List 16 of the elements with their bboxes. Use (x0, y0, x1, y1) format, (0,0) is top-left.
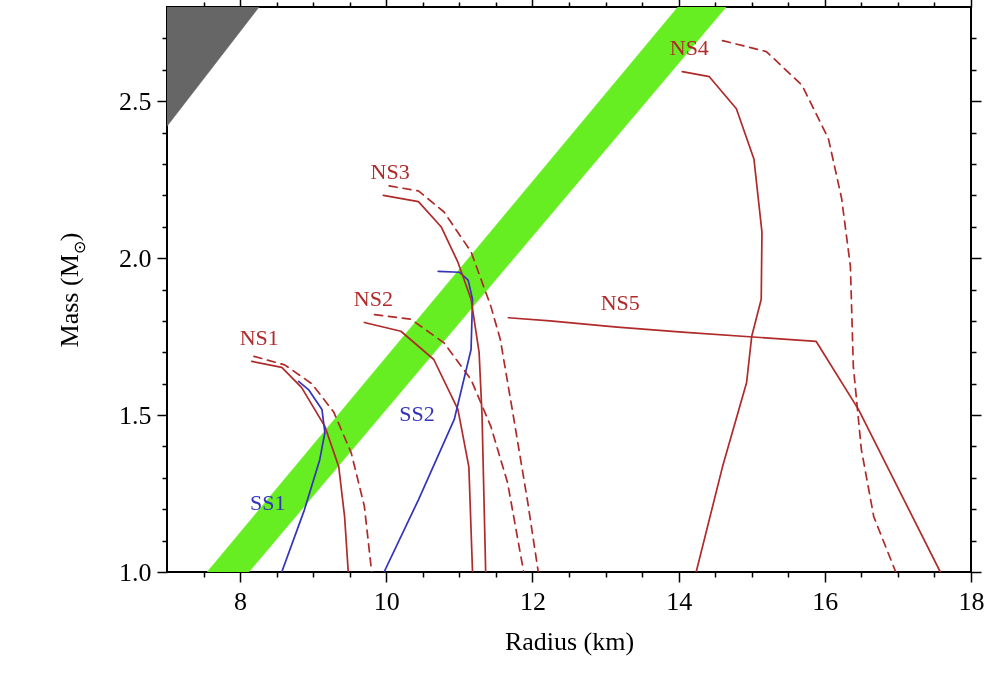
annotation: NS5 (600, 290, 640, 316)
x-tick-label: 14 (666, 586, 693, 616)
x-tick-label: 18 (958, 586, 985, 616)
y-tick-label: 1.0 (119, 557, 152, 587)
x-tick-label: 8 (234, 586, 248, 616)
annotation: NS1 (239, 324, 279, 350)
y-tick-label: 2.0 (119, 243, 152, 273)
annotation: SS2 (399, 400, 435, 426)
x-tick-label: 16 (812, 586, 839, 616)
y-tick-label: 1.5 (119, 400, 152, 430)
annotation: NS2 (353, 286, 393, 312)
x-axis-title: Radius (km) (504, 626, 635, 656)
y-tick-label: 2.5 (119, 86, 152, 116)
x-tick-label: 12 (519, 586, 546, 616)
annotation: NS3 (370, 158, 410, 184)
x-tick-label: 10 (373, 586, 400, 616)
